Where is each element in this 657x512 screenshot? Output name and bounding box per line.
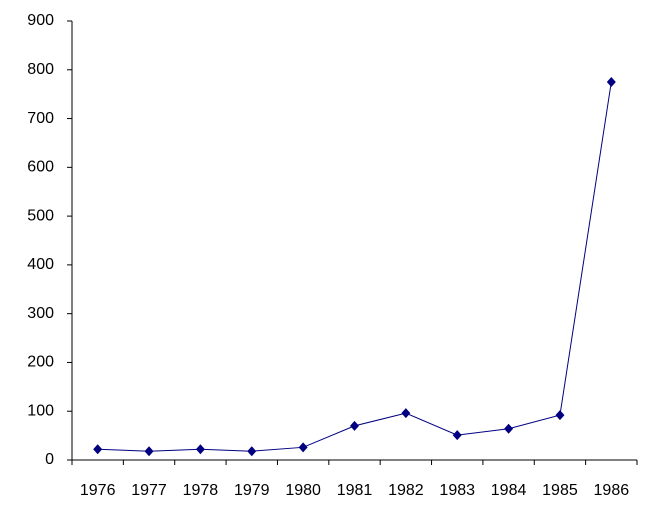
x-tick-label: 1984: [491, 482, 527, 499]
x-tick-label: 1985: [542, 482, 578, 499]
y-tick-label: 0: [45, 451, 54, 468]
x-tick-label: 1979: [234, 482, 270, 499]
y-tick-label: 700: [27, 110, 54, 127]
x-tick-label: 1981: [337, 482, 373, 499]
marker: [555, 410, 565, 421]
marker: [504, 423, 514, 434]
marker: [606, 76, 616, 87]
y-tick-label: 100: [27, 402, 54, 419]
x-tick-label: 1986: [594, 482, 630, 499]
x-tick-label: 1976: [80, 482, 116, 499]
y-tick-label: 900: [27, 12, 54, 29]
y-tick-label: 200: [27, 354, 54, 371]
y-tick-label: 500: [27, 207, 54, 224]
y-tick-label: 800: [27, 61, 54, 78]
marker: [401, 408, 411, 419]
y-tick-label: 300: [27, 305, 54, 322]
marker: [195, 444, 205, 455]
marker: [93, 444, 103, 455]
x-tick-label: 1982: [388, 482, 424, 499]
x-tick-label: 1978: [183, 482, 219, 499]
x-tick-label: 1983: [439, 482, 475, 499]
x-tick-label: 1977: [131, 482, 167, 499]
y-tick-label: 600: [27, 159, 54, 176]
marker: [350, 420, 359, 431]
marker: [452, 430, 462, 441]
marker: [298, 442, 308, 453]
x-tick-label: 1980: [285, 482, 321, 499]
y-tick-label: 400: [27, 256, 54, 273]
line: [97, 81, 612, 452]
marker: [144, 446, 154, 457]
marker: [247, 446, 257, 457]
